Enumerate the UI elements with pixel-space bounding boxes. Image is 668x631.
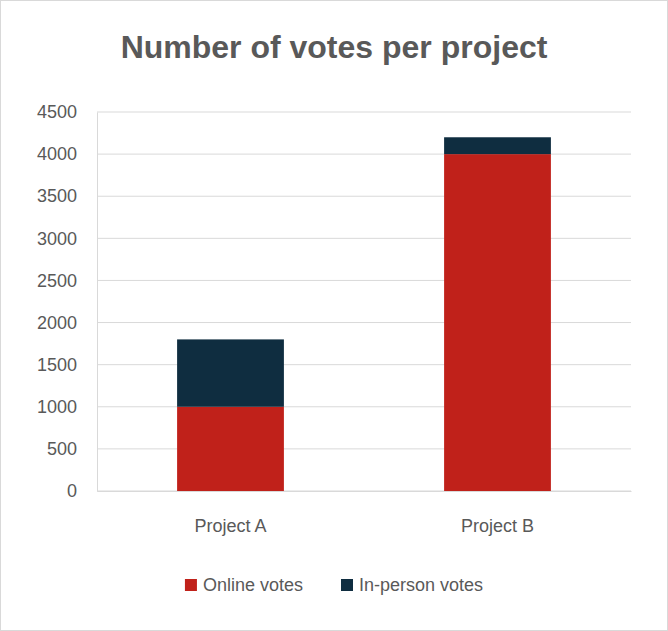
y-tick-label: 1500 xyxy=(37,355,77,375)
y-axis-line xyxy=(97,113,98,492)
y-tick-label: 1000 xyxy=(37,397,77,417)
bars xyxy=(177,137,551,491)
y-tick: 4000 xyxy=(37,144,97,164)
x-axis-line xyxy=(98,491,632,492)
y-tick: 3500 xyxy=(37,186,97,206)
y-tick: 2500 xyxy=(37,271,97,291)
x-tick-label: Project A xyxy=(194,516,266,536)
legend-swatch xyxy=(341,579,353,591)
y-tick: 0 xyxy=(67,481,97,501)
legend-swatch xyxy=(185,579,197,591)
y-tick: 4500 xyxy=(37,102,97,122)
x-tick: Project B xyxy=(461,491,534,536)
y-tick-label: 500 xyxy=(47,439,77,459)
y-tick-label: 2000 xyxy=(37,313,77,333)
x-tick: Project A xyxy=(194,491,266,536)
legend-item: In-person votes xyxy=(341,575,483,595)
y-tick-label: 2500 xyxy=(37,271,77,291)
y-tick-label: 3500 xyxy=(37,186,77,206)
y-tick: 3000 xyxy=(37,229,97,249)
y-tick-label: 3000 xyxy=(37,229,77,249)
legend-label: Online votes xyxy=(203,575,303,595)
bar xyxy=(444,154,551,491)
legend-label: In-person votes xyxy=(359,575,483,595)
title: Number of votes per project xyxy=(121,29,548,65)
background xyxy=(1,1,668,631)
y-tick-label: 4500 xyxy=(37,102,77,122)
y-tick-label: 4000 xyxy=(37,144,77,164)
grid xyxy=(97,112,631,491)
legend: Online votes In-person votes xyxy=(185,575,483,595)
bar xyxy=(177,339,284,406)
grid-line xyxy=(97,112,631,113)
y-tick-label: 0 xyxy=(67,481,77,501)
y-tick: 1500 xyxy=(37,355,97,375)
y-tick: 1000 xyxy=(37,397,97,417)
y-tick: 500 xyxy=(47,439,97,459)
x-axis: Project A Project B xyxy=(98,491,632,536)
y-axis: 0 500 1000 1500 2000 2500 3000 3500 4000 4500 xyxy=(37,102,98,501)
y-tick: 2000 xyxy=(37,313,97,333)
x-tick-label: Project B xyxy=(461,516,534,536)
bar xyxy=(444,137,551,154)
chart: Number of votes per project 0 500 1000 1500 2… xyxy=(0,0,668,631)
bar xyxy=(177,407,284,491)
legend-item: Online votes xyxy=(185,575,303,595)
